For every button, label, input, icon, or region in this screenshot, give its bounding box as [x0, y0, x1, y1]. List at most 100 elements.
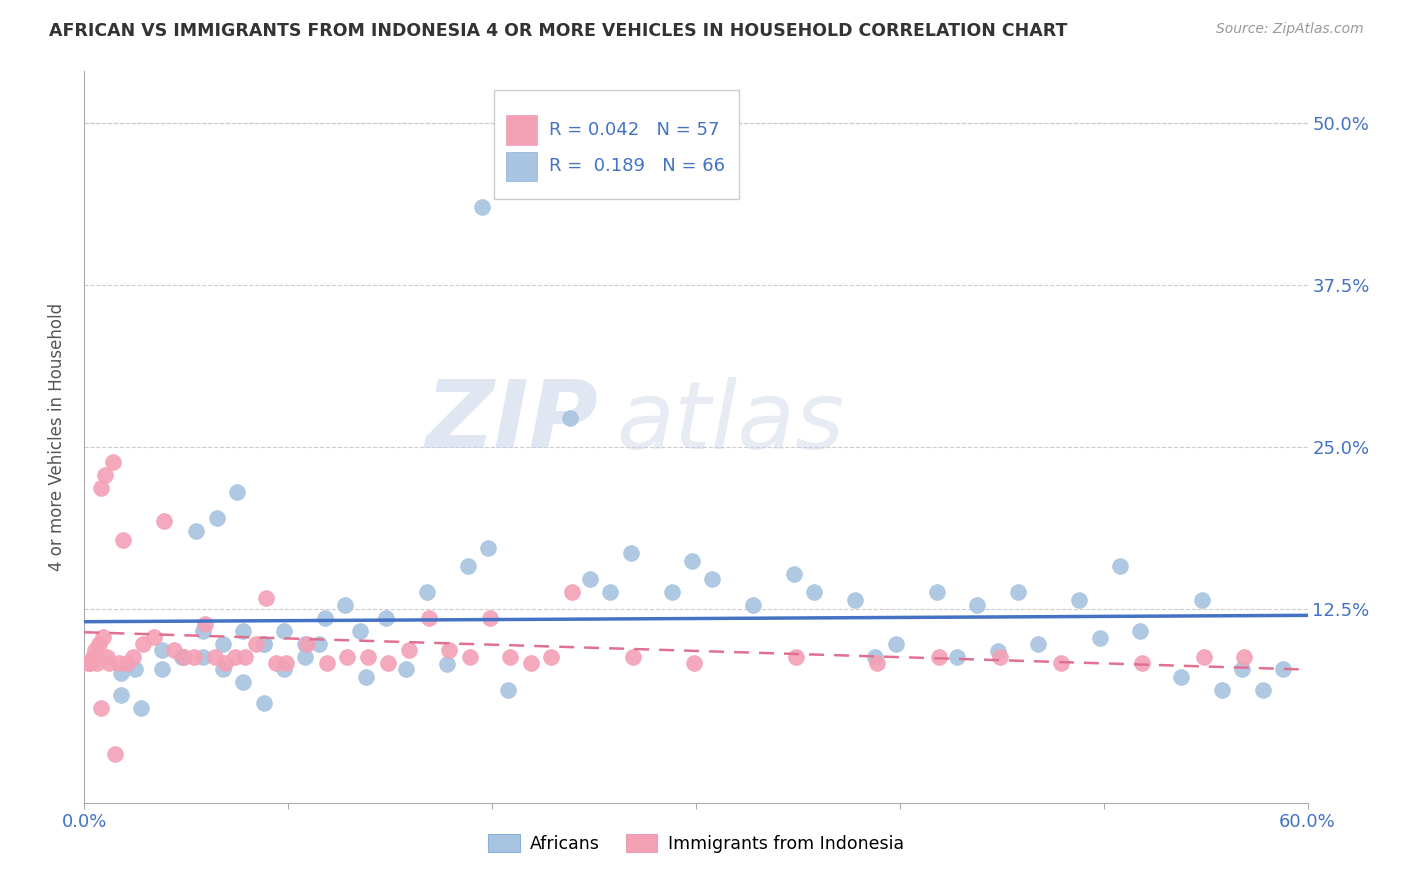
- Point: [579, 572, 602, 586]
- Point: [294, 649, 316, 664]
- Point: [457, 558, 479, 573]
- Point: [988, 649, 1011, 664]
- Point: [186, 524, 208, 538]
- Point: [471, 200, 494, 214]
- Point: [235, 649, 257, 664]
- Point: [785, 649, 807, 664]
- Point: [90, 701, 112, 715]
- Point: [205, 511, 228, 525]
- Point: [132, 636, 155, 650]
- Point: [477, 541, 499, 555]
- Point: [742, 598, 765, 612]
- Point: [1088, 632, 1111, 646]
- Text: Source: ZipAtlas.com: Source: ZipAtlas.com: [1216, 22, 1364, 37]
- Point: [925, 584, 948, 599]
- Point: [253, 636, 276, 650]
- Point: [314, 610, 336, 624]
- Point: [1007, 584, 1029, 599]
- Legend: Africans, Immigrants from Indonesia: Africans, Immigrants from Indonesia: [481, 827, 911, 860]
- Text: R =  0.189   N = 66: R = 0.189 N = 66: [550, 158, 725, 176]
- Point: [124, 663, 146, 677]
- Point: [172, 649, 194, 664]
- Point: [253, 696, 276, 710]
- Point: [308, 636, 330, 650]
- Point: [357, 649, 380, 664]
- Point: [295, 636, 318, 650]
- Point: [264, 656, 287, 670]
- Point: [232, 624, 254, 638]
- Point: [1191, 592, 1213, 607]
- Point: [91, 630, 114, 644]
- Point: [254, 591, 277, 606]
- Point: [540, 649, 562, 664]
- Point: [276, 656, 298, 670]
- Point: [1069, 592, 1091, 607]
- Point: [620, 546, 643, 560]
- Point: [122, 649, 145, 664]
- FancyBboxPatch shape: [506, 152, 537, 181]
- Point: [226, 485, 249, 500]
- Point: [173, 649, 195, 664]
- Point: [1028, 636, 1050, 650]
- Point: [172, 649, 194, 664]
- Point: [204, 649, 226, 664]
- Point: [1132, 656, 1154, 670]
- Text: AFRICAN VS IMMIGRANTS FROM INDONESIA 4 OR MORE VEHICLES IN HOUSEHOLD CORRELATION: AFRICAN VS IMMIGRANTS FROM INDONESIA 4 O…: [49, 22, 1067, 40]
- Point: [83, 643, 105, 657]
- Point: [183, 649, 205, 664]
- Point: [865, 649, 887, 664]
- Point: [87, 636, 110, 650]
- Point: [436, 657, 458, 672]
- Point: [79, 656, 101, 670]
- Point: [212, 636, 235, 650]
- Point: [112, 533, 135, 547]
- Point: [110, 689, 132, 703]
- Point: [499, 649, 522, 664]
- Point: [558, 411, 581, 425]
- Point: [194, 617, 217, 632]
- Point: [1232, 663, 1254, 677]
- Text: atlas: atlas: [616, 377, 845, 468]
- Point: [520, 656, 543, 670]
- Y-axis label: 4 or more Vehicles in Household: 4 or more Vehicles in Household: [48, 303, 66, 571]
- Point: [90, 481, 112, 495]
- Point: [153, 514, 176, 528]
- Point: [683, 656, 706, 670]
- Point: [866, 656, 889, 670]
- Point: [398, 643, 420, 657]
- Point: [82, 649, 104, 664]
- Point: [1170, 670, 1192, 684]
- Point: [416, 584, 439, 599]
- Point: [1211, 683, 1233, 698]
- Point: [150, 643, 173, 657]
- Point: [702, 572, 724, 586]
- Point: [97, 656, 120, 670]
- Point: [232, 675, 254, 690]
- Point: [439, 643, 461, 657]
- Point: [966, 598, 988, 612]
- Point: [253, 636, 276, 650]
- Point: [86, 656, 108, 670]
- Point: [150, 663, 173, 677]
- Point: [1192, 649, 1215, 664]
- Point: [621, 649, 644, 664]
- Point: [681, 554, 703, 568]
- Point: [142, 630, 165, 644]
- Point: [479, 610, 502, 624]
- Point: [294, 636, 316, 650]
- Point: [163, 643, 186, 657]
- Point: [783, 566, 806, 581]
- Point: [395, 663, 418, 677]
- Point: [77, 656, 100, 670]
- Point: [354, 670, 377, 684]
- FancyBboxPatch shape: [494, 90, 738, 200]
- Point: [273, 624, 295, 638]
- Point: [661, 584, 683, 599]
- Point: [349, 624, 371, 638]
- Point: [214, 656, 236, 670]
- Point: [224, 649, 246, 664]
- Point: [844, 592, 866, 607]
- Point: [108, 656, 131, 670]
- Point: [1129, 624, 1152, 638]
- Point: [561, 584, 583, 599]
